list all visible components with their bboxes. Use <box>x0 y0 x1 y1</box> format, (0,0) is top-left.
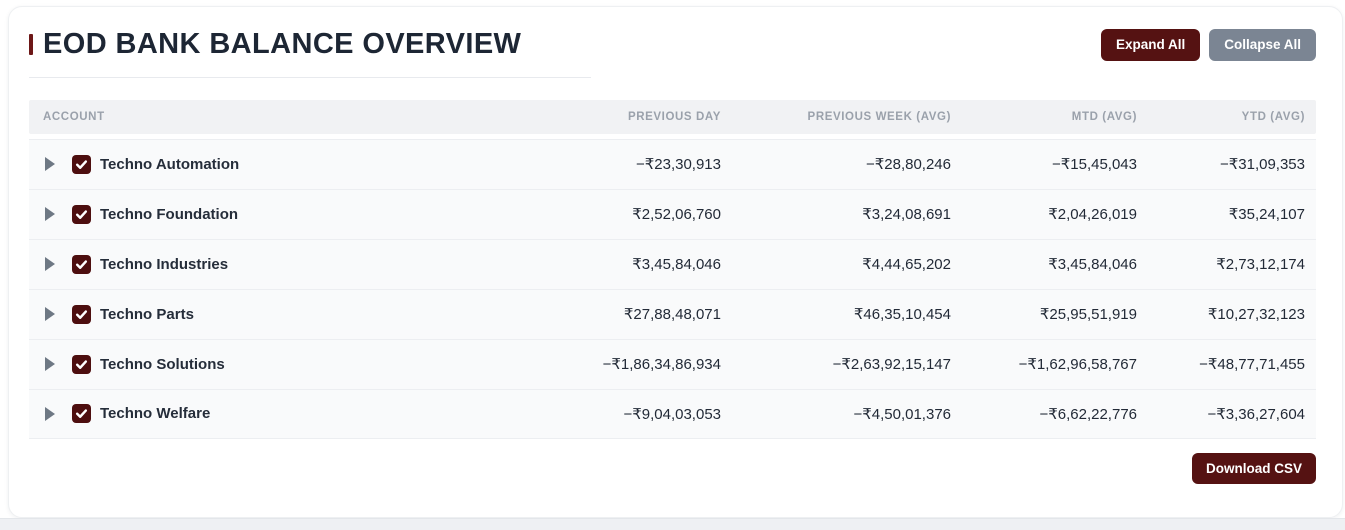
account-cell: Techno Solutions <box>29 354 497 374</box>
previous-week-avg-value: ₹46,35,10,454 <box>853 306 951 324</box>
previous-day-value: −₹1,86,34,86,934 <box>602 356 721 374</box>
account-row: Techno Welfare −₹9,04,03,053 −₹4,50,01,3… <box>29 388 1316 439</box>
account-name: Techno Industries <box>100 255 229 273</box>
previous-week-avg-value: −₹2,63,92,15,147 <box>832 356 951 374</box>
previous-day-value: ₹3,45,84,046 <box>632 256 721 274</box>
mtd-avg-value: ₹2,04,26,019 <box>1048 206 1137 224</box>
eod-balance-card: EOD BANK BALANCE OVERVIEW Expand All Col… <box>8 6 1343 518</box>
account-name: Techno Foundation <box>100 205 239 223</box>
account-row: Techno Solutions −₹1,86,34,86,934 −₹2,63… <box>29 338 1316 389</box>
account-row: Techno Automation −₹23,30,913 −₹28,80,24… <box>29 138 1316 189</box>
account-checkbox[interactable] <box>72 304 91 324</box>
previous-day-value: ₹27,88,48,071 <box>623 306 721 324</box>
mtd-avg-value: −₹15,45,043 <box>1051 156 1137 174</box>
account-row: Techno Industries ₹3,45,84,046 ₹4,44,65,… <box>29 238 1316 289</box>
account-cell: Techno Welfare <box>29 404 497 424</box>
account-name: Techno Automation <box>100 155 240 173</box>
column-header-mtd-avg: MTD (AVG) <box>1071 110 1137 123</box>
previous-week-avg-value: −₹28,80,246 <box>865 156 951 174</box>
ytd-avg-value: ₹2,73,12,174 <box>1216 256 1305 274</box>
account-name: Techno Solutions <box>100 355 225 373</box>
previous-day-value: −₹9,04,03,053 <box>623 405 721 423</box>
page-title: EOD BANK BALANCE OVERVIEW <box>43 28 522 60</box>
balance-table: ACCOUNT PREVIOUS DAY PREVIOUS WEEK (AVG)… <box>29 99 1316 439</box>
account-cell: Techno Automation <box>29 154 497 174</box>
table-header-row: ACCOUNT PREVIOUS DAY PREVIOUS WEEK (AVG)… <box>29 99 1316 134</box>
title-wrap: EOD BANK BALANCE OVERVIEW <box>29 28 522 61</box>
row-expand-caret-icon[interactable] <box>45 406 55 421</box>
table-body: Techno Automation −₹23,30,913 −₹28,80,24… <box>29 138 1316 439</box>
page-background-strip <box>0 518 1345 530</box>
column-header-previous-week-avg: PREVIOUS WEEK (AVG) <box>807 110 951 123</box>
checkmark-icon <box>75 310 88 319</box>
mtd-avg-value: ₹3,45,84,046 <box>1048 256 1137 274</box>
column-header-ytd-avg: YTD (AVG) <box>1241 110 1305 123</box>
account-row: Techno Foundation ₹2,52,06,760 ₹3,24,08,… <box>29 188 1316 239</box>
account-cell: Techno Foundation <box>29 204 497 224</box>
header-buttons: Expand All Collapse All <box>1100 29 1316 61</box>
mtd-avg-value: −₹6,62,22,776 <box>1039 405 1137 423</box>
checkmark-icon <box>75 210 88 219</box>
row-expand-caret-icon[interactable] <box>45 357 55 372</box>
collapse-all-button[interactable]: Collapse All <box>1209 29 1316 61</box>
account-row: Techno Parts ₹27,88,48,071 ₹46,35,10,454… <box>29 288 1316 339</box>
account-name: Techno Welfare <box>100 405 211 423</box>
download-csv-button[interactable]: Download CSV <box>1191 452 1316 485</box>
previous-day-value: −₹23,30,913 <box>635 156 721 174</box>
ytd-avg-value: ₹35,24,107 <box>1228 206 1305 224</box>
checkmark-icon <box>75 160 88 169</box>
checkmark-icon <box>75 260 88 269</box>
card-footer: Download CSV <box>29 452 1316 485</box>
mtd-avg-value: −₹1,62,96,58,767 <box>1018 356 1137 374</box>
account-cell: Techno Industries <box>29 254 497 274</box>
ytd-avg-value: −₹48,77,71,455 <box>1199 356 1305 374</box>
card-header: EOD BANK BALANCE OVERVIEW Expand All Col… <box>29 7 1316 61</box>
account-checkbox[interactable] <box>72 204 91 224</box>
previous-week-avg-value: ₹4,44,65,202 <box>862 256 951 274</box>
mtd-avg-value: ₹25,95,51,919 <box>1039 306 1137 324</box>
account-checkbox[interactable] <box>72 254 91 274</box>
account-checkbox[interactable] <box>72 154 91 174</box>
previous-week-avg-value: −₹4,50,01,376 <box>853 405 951 423</box>
row-expand-caret-icon[interactable] <box>45 257 55 272</box>
checkmark-icon <box>75 360 88 369</box>
title-accent-bar <box>29 34 33 56</box>
account-checkbox[interactable] <box>72 354 91 374</box>
account-cell: Techno Parts <box>29 304 497 324</box>
previous-week-avg-value: ₹3,24,08,691 <box>862 206 951 224</box>
account-checkbox[interactable] <box>72 404 91 424</box>
ytd-avg-value: ₹10,27,32,123 <box>1207 306 1305 324</box>
row-expand-caret-icon[interactable] <box>45 307 55 322</box>
title-divider <box>29 76 591 78</box>
account-name: Techno Parts <box>100 305 194 323</box>
column-header-account: ACCOUNT <box>43 110 105 123</box>
expand-all-button[interactable]: Expand All <box>1100 29 1201 61</box>
row-expand-caret-icon[interactable] <box>45 207 55 222</box>
checkmark-icon <box>75 409 88 419</box>
previous-day-value: ₹2,52,06,760 <box>632 206 721 224</box>
ytd-avg-value: −₹3,36,27,604 <box>1207 405 1305 423</box>
ytd-avg-value: −₹31,09,353 <box>1219 156 1305 174</box>
row-expand-caret-icon[interactable] <box>45 157 55 172</box>
column-header-previous-day: PREVIOUS DAY <box>627 110 721 123</box>
